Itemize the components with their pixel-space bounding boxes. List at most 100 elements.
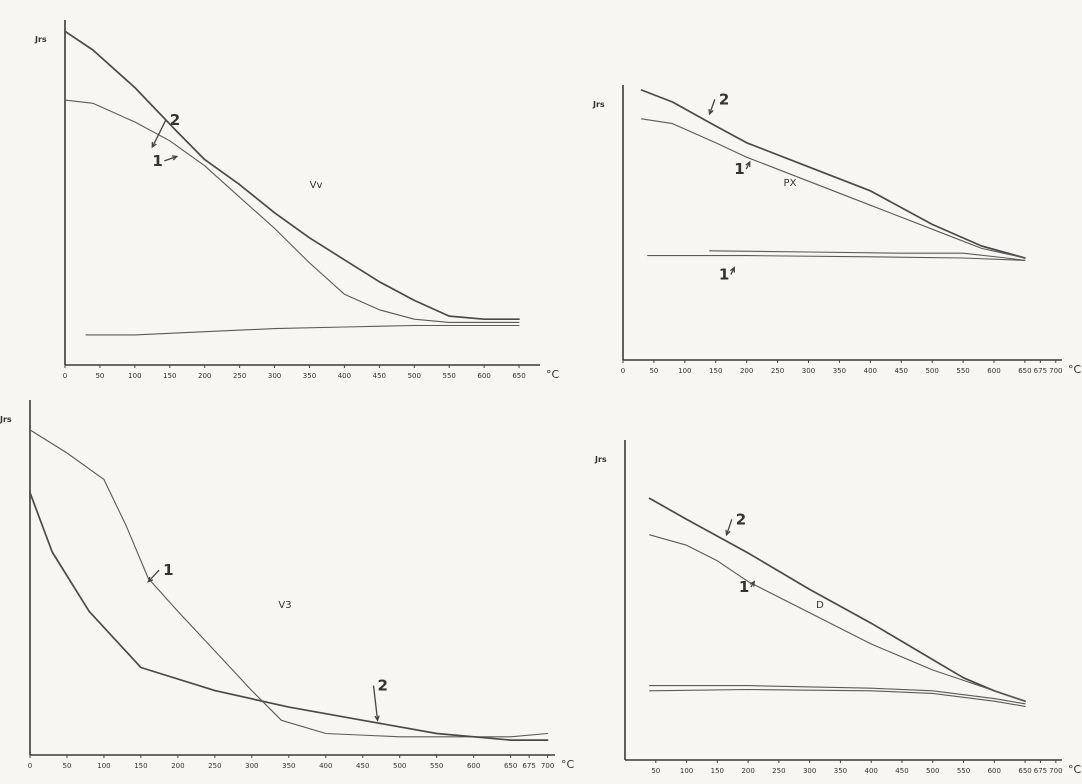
x-tick-label: 700 [1049, 367, 1062, 375]
series-label: 2 [736, 510, 746, 528]
arrow-head [725, 529, 731, 537]
x-tick-label: 150 [163, 372, 176, 380]
x-tick-label: 600 [987, 367, 1000, 375]
x-tick-label: 350 [833, 367, 846, 375]
chart-title: Vv [310, 180, 323, 191]
series-label-arrow [725, 519, 733, 536]
series-label: 2 [378, 677, 388, 695]
series-line-baseline-3 [709, 250, 1026, 261]
series-label-arrow [151, 119, 167, 148]
x-tick-label: 50 [651, 767, 660, 775]
x-unit-label: °C [1068, 763, 1082, 776]
series-label-arrow [708, 99, 716, 115]
y-axis-label: Jrs [34, 35, 47, 44]
x-tick-label: 300 [803, 767, 816, 775]
x-tick-label: 400 [338, 372, 351, 380]
x-tick-label: 700 [541, 762, 554, 770]
x-tick-label: 200 [171, 762, 184, 770]
x-tick-label: 550 [443, 372, 456, 380]
x-tick-label: 300 [802, 367, 815, 375]
x-tick-label: 450 [895, 767, 908, 775]
x-tick-label: 675 [522, 762, 535, 770]
x-tick-label: 300 [245, 762, 258, 770]
x-tick-label: 150 [711, 767, 724, 775]
x-tick-label: 300 [268, 372, 281, 380]
x-tick-label: 550 [957, 767, 970, 775]
x-tick-label: 100 [680, 767, 693, 775]
x-unit-label: °C [1068, 363, 1082, 376]
series-label: 1 [734, 160, 744, 178]
chart-title: V3 [278, 600, 291, 611]
series-line-1-1 [640, 118, 1026, 259]
series-label-arrow [164, 155, 177, 162]
x-tick-label: 200 [741, 767, 754, 775]
series-label: 1 [163, 561, 173, 579]
x-tick-label: 600 [988, 767, 1001, 775]
x-tick-label: 100 [128, 372, 141, 380]
chart-vv: Jrs 0 50 100 150 200 250 300 350 400 450 500 550 600 6… [34, 20, 560, 381]
series-label: 1 [152, 152, 162, 170]
x-unit-label: °C [546, 368, 560, 381]
chart-title: PX [784, 178, 797, 189]
arrow-head [729, 266, 735, 273]
x-tick-label: 250 [208, 762, 221, 770]
series-label: 1 [719, 266, 729, 284]
arrow-head [745, 160, 751, 168]
x-tick-label: 150 [709, 367, 722, 375]
x-tick-label: 450 [373, 372, 386, 380]
y-axis-label: Jrs [592, 100, 605, 109]
x-tick-label: 0 [63, 372, 67, 380]
x-tick-label: 100 [678, 367, 691, 375]
arrow-head [151, 142, 157, 149]
series-line-baseline-2 [649, 685, 1026, 705]
x-tick-label: 700 [1049, 767, 1062, 775]
chart-title: D [816, 600, 824, 611]
x-tick-label: 675 [1034, 367, 1047, 375]
x-tick-label: 675 [1034, 767, 1047, 775]
series-line-1-1 [64, 99, 520, 323]
series-label: 2 [170, 111, 180, 129]
x-unit-label: °C [561, 758, 575, 771]
x-tick-label: 500 [393, 762, 406, 770]
arrow-head [171, 155, 179, 161]
series-line-2-0 [64, 30, 520, 321]
x-tick-label: 200 [740, 367, 753, 375]
x-tick-label: 250 [772, 767, 785, 775]
x-tick-label: 550 [430, 762, 443, 770]
x-tick-label: 650 [504, 762, 517, 770]
x-tick-label: 50 [63, 762, 72, 770]
arrow-head [749, 580, 756, 587]
x-tick-label: 350 [282, 762, 295, 770]
x-tick-label: 350 [303, 372, 316, 380]
series-line-1-1 [649, 534, 1026, 702]
x-tick-label: 600 [467, 762, 480, 770]
series-line-1-0 [29, 429, 549, 738]
x-tick-label: 400 [865, 767, 878, 775]
arrow-head [708, 108, 714, 116]
x-tick-label: 500 [925, 367, 938, 375]
x-tick-label: 450 [895, 367, 908, 375]
x-tick-label: 500 [408, 372, 421, 380]
series-label-arrow [147, 569, 160, 583]
x-tick-label: 600 [477, 372, 490, 380]
arrow-head [374, 715, 380, 722]
x-tick-label: 350 [834, 767, 847, 775]
x-tick-label: 650 [1018, 367, 1031, 375]
x-tick-label: 650 [512, 372, 525, 380]
series-line-2-0 [640, 89, 1026, 259]
chart-v3: Jrs 0 50 100 150 200 250 300 350 400 450 500 550 600 6… [0, 400, 575, 771]
chart-d: Jrs 50 100 150 200 250 300 350 400 450 500 550 600 65… [594, 440, 1082, 776]
chart-px: Jrs 0 50 100 150 200 250 300 350 400 450 500 550 600 6… [592, 85, 1082, 376]
x-tick-label: 550 [956, 367, 969, 375]
x-tick-label: 150 [134, 762, 147, 770]
x-tick-label: 400 [864, 367, 877, 375]
series-line-baseline-3 [649, 688, 1026, 707]
series-label-arrow [372, 685, 379, 721]
y-axis-label: Jrs [594, 455, 607, 464]
x-tick-label: 450 [356, 762, 369, 770]
x-tick-label: 0 [28, 762, 32, 770]
x-tick-label: 650 [1018, 767, 1031, 775]
x-tick-label: 50 [95, 372, 104, 380]
series-line-2-0 [648, 497, 1026, 703]
